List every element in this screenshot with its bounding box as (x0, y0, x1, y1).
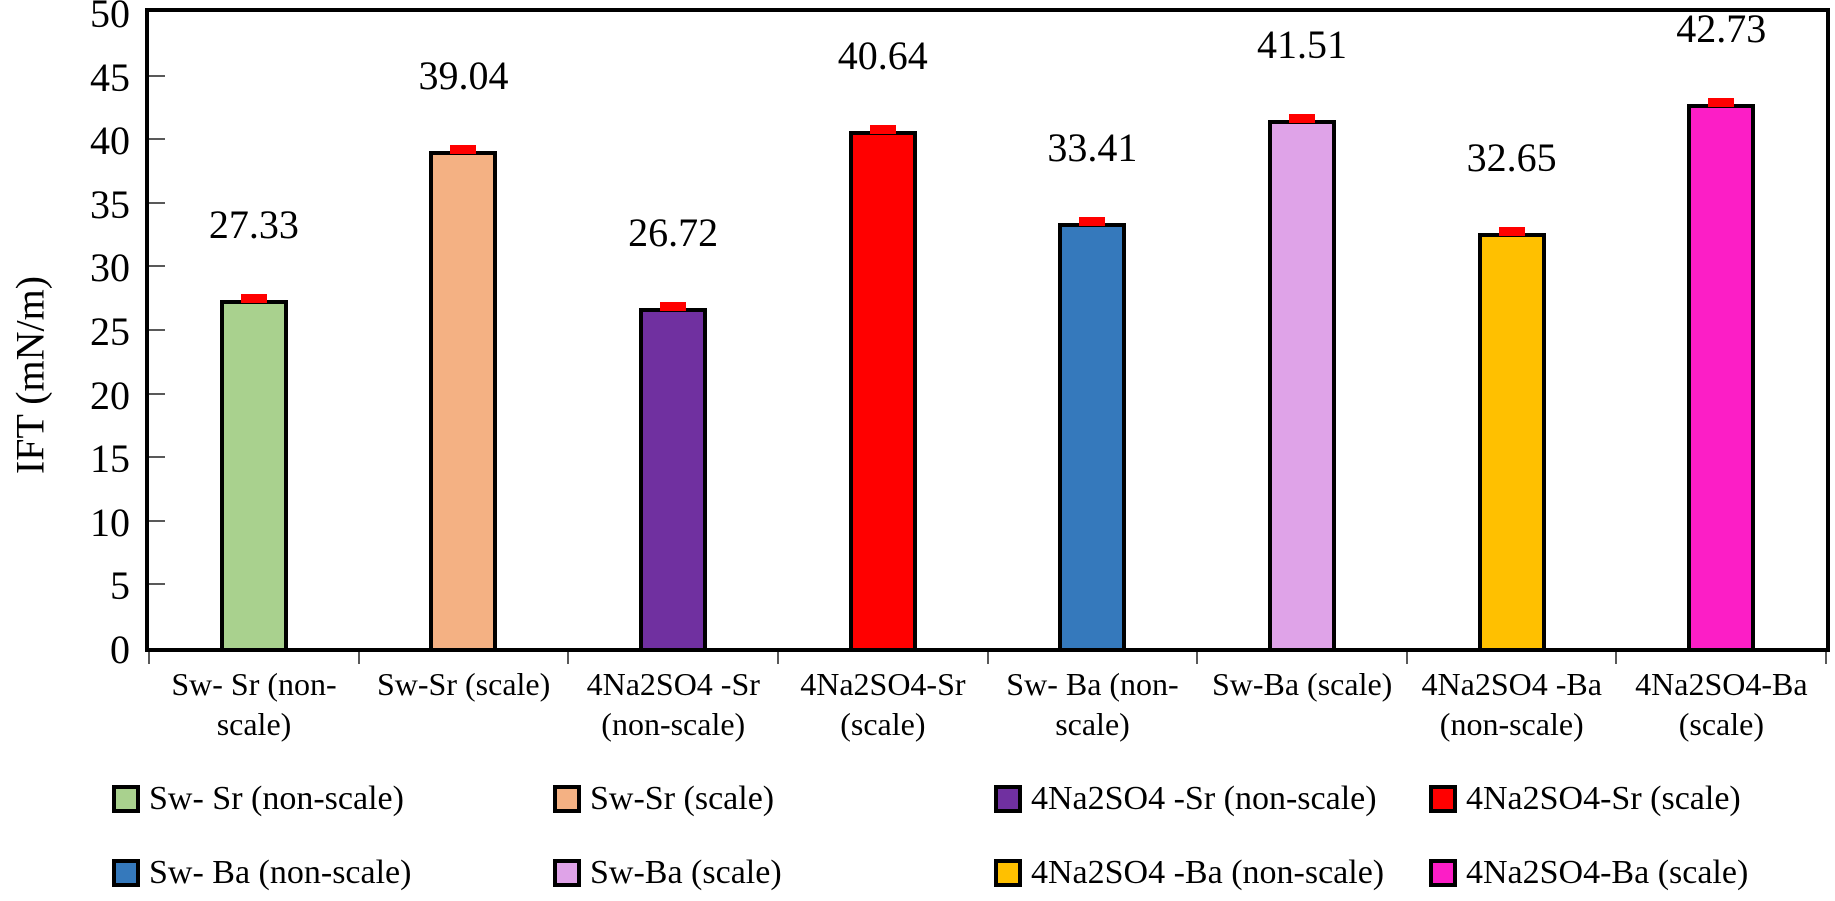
y-axis-tick (149, 265, 165, 268)
bar-value-label: 41.51 (1256, 22, 1347, 67)
error-bar-cap (1288, 114, 1315, 123)
bar-7 (1477, 226, 1546, 648)
x-category-label: 4Na2SO4-Sr (scale) (800, 666, 966, 742)
x-axis-tick (1825, 652, 1827, 664)
legend-swatch-icon (553, 785, 581, 813)
bar-4 (848, 125, 917, 648)
bar-1 (219, 294, 288, 648)
y-axis-tick (149, 456, 165, 459)
legend-swatch-icon (1429, 785, 1457, 813)
x-category-label: Sw-Ba (scale) (1211, 666, 1393, 702)
legend-label: 4Na2SO4 -Ba (non-scale) (1031, 854, 1385, 891)
x-category-label: 4Na2SO4 -Ba (non-scale) (1421, 666, 1602, 742)
y-tick-label: 50 (90, 0, 130, 36)
legend-item: Sw-Sr (scale) (553, 776, 774, 822)
bar-value-label: 27.33 (208, 202, 299, 248)
x-category-label: 4Na2SO4 -Sr (non-scale) (586, 666, 760, 742)
bar-value-label: 39.04 (418, 53, 509, 99)
y-tick-label: 10 (90, 499, 130, 545)
x-axis-tick (567, 652, 570, 664)
legend-swatch-icon (112, 785, 140, 813)
y-axis-tick (149, 138, 165, 141)
y-tick-label: 15 (90, 436, 130, 482)
bar-2 (429, 145, 498, 648)
y-tick-label: 40 (90, 118, 130, 164)
y-tick-label: 30 (90, 245, 130, 291)
legend-swatch-icon (1429, 859, 1457, 887)
legend-item: 4Na2SO4 -Sr (non-scale) (994, 776, 1377, 822)
legend-item: Sw- Ba (non-scale) (112, 850, 411, 896)
error-bar-cap (869, 125, 896, 135)
x-axis-tick (148, 652, 150, 664)
y-axis-tick (149, 329, 165, 331)
x-axis-tick (1196, 652, 1199, 664)
legend-swatch-icon (994, 785, 1022, 813)
legend-item: 4Na2SO4-Ba (scale) (1429, 850, 1748, 896)
legend-swatch-icon (994, 859, 1022, 887)
legend-item: 4Na2SO4-Sr (scale) (1429, 776, 1741, 822)
bar-value-label: 26.72 (628, 210, 719, 256)
y-axis-tick (149, 583, 165, 586)
legend-swatch-icon (553, 859, 581, 887)
error-bar-cap (450, 145, 477, 155)
error-bar-cap (240, 294, 267, 304)
legend-label: Sw- Sr (non-scale) (149, 780, 404, 817)
y-axis-tick (149, 74, 165, 77)
plot-area: 27.33 39.04 26.72 40.64 33.41 41.51 32.65 42.73 (145, 6, 1830, 652)
y-axis-tick (149, 392, 165, 395)
x-category-label: 4Na2SO4-Ba (scale) (1635, 666, 1808, 742)
x-axis-tick (1615, 652, 1618, 664)
bar-5 (1058, 217, 1127, 648)
y-tick-label: 0 (110, 627, 130, 672)
error-bar-cap (660, 302, 687, 312)
y-tick-label: 45 (90, 54, 130, 100)
error-bar-cap (1708, 98, 1735, 108)
x-axis-tick (986, 652, 989, 664)
bar-value-label: 42.73 (1676, 6, 1767, 52)
legend-label: 4Na2SO4-Sr (scale) (1466, 780, 1741, 817)
y-tick-label: 25 (90, 309, 130, 354)
x-category-label: Sw-Sr (scale) (376, 666, 551, 702)
legend-label: Sw- Ba (non-scale) (149, 854, 412, 891)
legend-label: Sw-Ba (scale) (590, 854, 782, 891)
x-axis-tick (1405, 652, 1408, 664)
bar-value-label: 40.64 (837, 33, 928, 79)
y-axis-tick (149, 201, 165, 204)
x-category-label: Sw- Ba (non- scale) (1006, 666, 1179, 742)
bar-3 (639, 302, 708, 648)
y-tick-label: 20 (90, 372, 130, 418)
bar-8 (1687, 98, 1756, 648)
legend-swatch-icon (112, 859, 140, 887)
y-tick-label: 5 (110, 563, 130, 609)
y-axis-tick (149, 519, 165, 522)
bar-value-label: 32.65 (1466, 134, 1557, 180)
legend-label: 4Na2SO4 -Sr (non-scale) (1031, 780, 1377, 817)
legend-item: Sw- Sr (non-scale) (112, 776, 404, 822)
error-bar-cap (1498, 226, 1525, 236)
error-bar-cap (1079, 217, 1106, 227)
x-category-label: Sw- Sr (non- scale) (171, 666, 337, 742)
bar-6 (1267, 114, 1336, 648)
bar-value-label: 33.41 (1047, 125, 1138, 171)
legend-label: Sw-Sr (scale) (590, 780, 775, 817)
legend-label: 4Na2SO4-Ba (scale) (1466, 854, 1749, 891)
y-tick-label: 35 (90, 181, 130, 227)
legend-item: Sw-Ba (scale) (553, 850, 782, 896)
legend-item: 4Na2SO4 -Ba (non-scale) (994, 850, 1384, 896)
x-axis-tick (357, 652, 360, 664)
x-axis-tick (776, 652, 779, 664)
